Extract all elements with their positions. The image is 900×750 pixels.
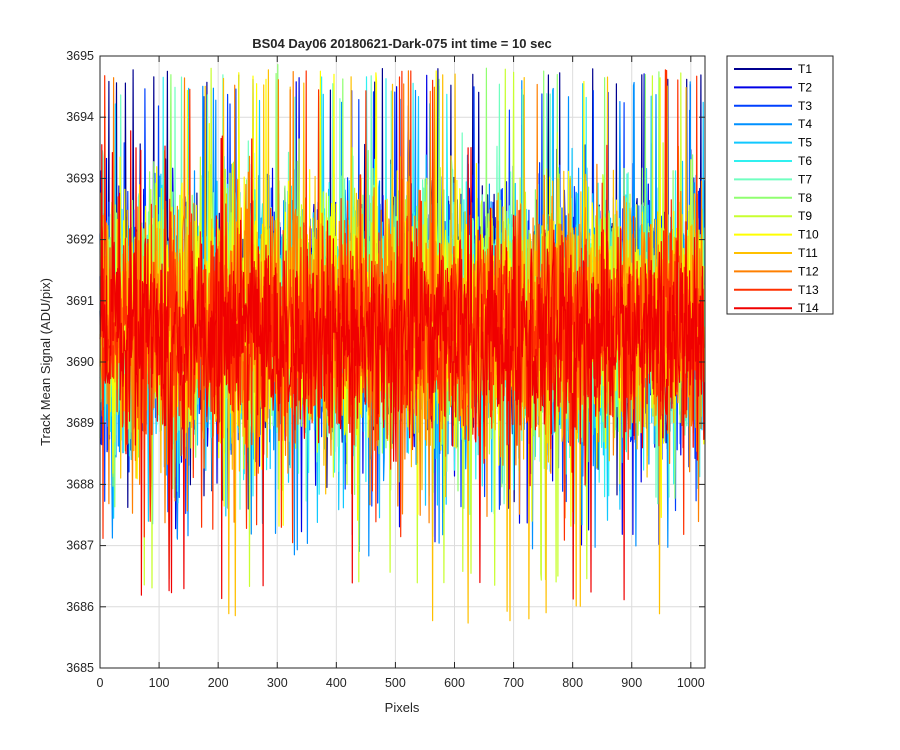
legend-label-t11: T11 [798,246,818,260]
series-lines [99,63,705,624]
y-tick-label: 3687 [66,539,94,553]
y-tick-label: 3686 [66,600,94,614]
x-tick-label: 0 [97,676,104,690]
x-tick-label: 700 [503,676,524,690]
legend[interactable]: T1 T2 T3 T4 T5 T6 T7 T8 T9 T10 T11 T12 T13 T14 [726,55,834,315]
x-tick-label: 600 [444,676,465,690]
y-tick-label: 3694 [66,110,94,124]
legend-label-t6: T6 [798,154,812,168]
x-tick-label: 400 [326,676,347,690]
y-tick-label: 3692 [66,233,94,247]
y-axis-label: Track Mean Signal (ADU/pix) [38,278,53,446]
legend-label-t10: T10 [798,228,819,242]
axis-ticks: 0 100 200 300 400 500 600 700 800 900 1000 3685 3686… [66,49,705,690]
y-tick-label: 3695 [66,49,94,63]
y-tick-label: 3690 [66,355,94,369]
legend-label-t8: T8 [798,191,812,205]
legend-label-t1: T1 [798,62,812,76]
y-tick-label: 3691 [66,294,94,308]
x-tick-label: 1000 [677,676,705,690]
legend-label-t4: T4 [798,117,812,131]
legend-label-t9: T9 [798,209,812,223]
y-tick-label: 3689 [66,416,94,430]
legend-label-t12: T12 [798,264,819,278]
legend-label-t3: T3 [798,99,812,113]
legend-label-t7: T7 [798,172,812,186]
legend-label-t13: T13 [798,283,819,297]
x-tick-label: 500 [385,676,406,690]
x-tick-label: 900 [621,676,642,690]
x-tick-label: 100 [149,676,170,690]
y-tick-label: 3693 [66,171,94,185]
legend-label-t5: T5 [798,136,812,150]
legend-label-t2: T2 [798,80,812,94]
chart-title: BS04 Day06 20180621-Dark-075 int time = … [252,36,552,51]
legend-label-t14: T14 [798,301,819,315]
x-tick-label: 300 [267,676,288,690]
x-tick-label: 200 [208,676,229,690]
y-tick-label: 3685 [66,661,94,675]
y-tick-label: 3688 [66,477,94,491]
series-line-t14 [99,130,705,601]
x-axis-label: Pixels [385,700,420,715]
x-tick-label: 800 [562,676,583,690]
